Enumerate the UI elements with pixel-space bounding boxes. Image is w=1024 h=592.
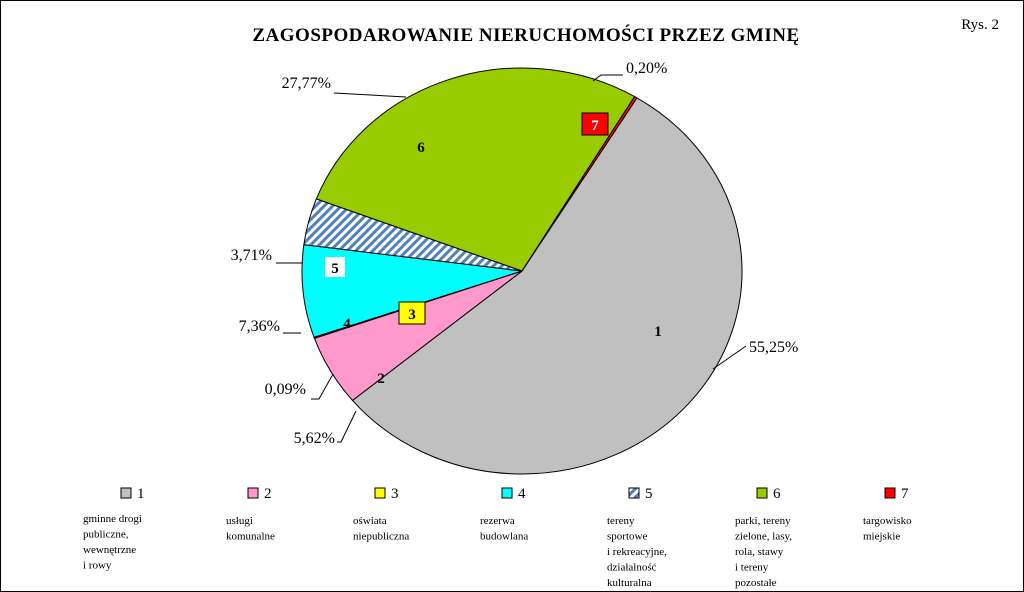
legend-text-7-1: targowisko [863, 515, 912, 527]
legend-text-5-1: tereny [607, 515, 635, 527]
pie-slice-4 [301, 244, 523, 338]
number-box-3 [398, 301, 426, 325]
number-box-5 [325, 257, 345, 277]
slice-number-5: 5 [331, 261, 339, 277]
slice-number-3: 3 [408, 307, 416, 323]
slice-number-4: 4 [343, 316, 351, 332]
legend: 1 gminne drogi publiczne, wewnętrzne i rowy 2… [83, 486, 912, 589]
legend-number-3: 3 [391, 486, 399, 502]
legend-swatch-1 [120, 487, 132, 499]
figure-label: Rys. 2 [961, 17, 999, 33]
legend-text-4-1: rezerwa [480, 515, 515, 527]
leader-line-7 [592, 74, 623, 82]
legend-number-5: 5 [645, 486, 653, 502]
legend-text-1-3: wewnętrzne [83, 544, 136, 556]
legend-text-6-3: rola, stawy [735, 546, 784, 558]
legend-text-5-3: i rekreacyjne, [607, 546, 667, 558]
percent-label-3: 0,09% [265, 381, 306, 398]
number-box-7 [581, 112, 609, 136]
percent-label-7: 0,20% [626, 60, 667, 77]
pie-slices [301, 67, 743, 475]
slice-number-7: 7 [591, 118, 599, 134]
legend-text-3-2: niepubliczna [353, 531, 409, 543]
legend-text-4-2: budowlana [480, 531, 528, 543]
legend-swatch-2 [247, 487, 259, 499]
legend-text-6-4: i tereny [735, 562, 769, 574]
leader-line-2 [337, 410, 357, 443]
legend-swatch-6 [756, 487, 768, 499]
pie-slice-6 [315, 67, 636, 272]
legend-text-1-2: publiczne, [83, 529, 129, 541]
slice-labels: 55,25% 1 5,62% 2 0,09% 3 7,36% 4 3,71% 5 27,77% 6 0,… [231, 60, 799, 447]
legend-swatch-5 [628, 487, 640, 499]
legend-swatch-7 [884, 487, 896, 499]
slice-number-6: 6 [417, 140, 425, 156]
legend-text-1-4: i rowy [83, 560, 112, 572]
percent-label-6: 27,77% [282, 75, 331, 92]
legend-text-1-1: gminne drogi [83, 513, 142, 525]
slice-number-1: 1 [654, 324, 662, 340]
legend-text-5-4: działalność [607, 562, 657, 574]
legend-text-7-2: miejskie [863, 531, 900, 543]
legend-text-5-5: kulturalna [607, 577, 652, 589]
percent-label-1: 55,25% [749, 339, 798, 356]
leader-line-3 [311, 373, 334, 400]
legend-swatch-4 [501, 487, 513, 499]
legend-number-7: 7 [901, 486, 909, 502]
legend-text-5-2: sportowe [607, 531, 647, 543]
legend-number-1: 1 [137, 486, 145, 502]
legend-text-6-5: pozostałe [735, 577, 777, 589]
percent-label-2: 5,62% [294, 430, 335, 447]
percent-label-5: 3,71% [231, 247, 272, 264]
pie-slice-7 [521, 95, 638, 272]
chart-title: ZAGOSPODAROWANIE NIERUCHOMOŚCI PRZEZ GMI… [252, 24, 799, 46]
percent-label-4: 7,36% [239, 318, 280, 335]
slice-number-2: 2 [377, 371, 385, 387]
legend-text-6-1: parki, tereny [735, 515, 791, 527]
legend-swatch-3 [374, 487, 386, 499]
legend-text-3-1: oświata [353, 515, 387, 527]
leader-lines [276, 74, 747, 443]
legend-number-6: 6 [773, 486, 781, 502]
leader-line-6 [333, 92, 407, 98]
legend-text-6-2: zielone, lasy, [735, 531, 792, 543]
pie-slice-1 [351, 97, 743, 475]
legend-number-4: 4 [518, 486, 526, 502]
legend-text-2-2: komunalne [226, 531, 275, 543]
legend-text-2-1: usługi [226, 515, 253, 527]
leader-line-1 [712, 345, 747, 370]
legend-number-2: 2 [264, 486, 272, 502]
